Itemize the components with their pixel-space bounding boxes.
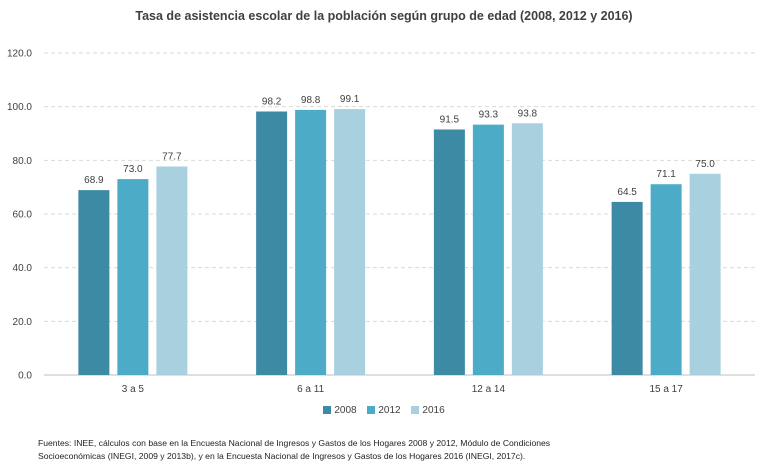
bar-2016-2 <box>511 123 543 375</box>
data-label: 93.8 <box>518 108 538 119</box>
source-note: Fuentes: INEE, cálculos con base en la E… <box>38 437 758 463</box>
bar-2008-3 <box>611 201 643 375</box>
bar-2016-3 <box>689 173 721 375</box>
source-note-line: Fuentes: INEE, cálculos con base en la E… <box>38 438 551 448</box>
legend-label: 2012 <box>378 405 401 416</box>
data-label: 73.0 <box>123 164 143 175</box>
x-tick-label: 12 a 14 <box>472 384 506 395</box>
legend-swatch <box>367 406 376 414</box>
bar-2016-0 <box>156 166 188 375</box>
y-tick-label: 60.0 <box>13 210 33 221</box>
data-label: 64.5 <box>617 187 637 198</box>
legend-label: 2008 <box>334 405 357 416</box>
x-tick-label: 3 a 5 <box>122 384 145 395</box>
data-label: 98.2 <box>262 96 282 107</box>
y-tick-label: 80.0 <box>13 156 33 167</box>
data-label: 68.9 <box>84 175 104 186</box>
bar-2012-0 <box>117 179 149 375</box>
y-tick-label: 0.0 <box>18 371 32 382</box>
chart-title: Tasa de asistencia escolar de la poblaci… <box>135 9 633 23</box>
legend-swatch <box>411 406 420 414</box>
legend-item-2012: 2012 <box>367 405 401 416</box>
data-label: 98.8 <box>301 95 321 106</box>
legend-item-2016: 2016 <box>411 405 445 416</box>
bar-chart: 0.0 20.0 40.0 60.0 80.0 100.0 120.0 68.9 73.0 77.… <box>7 49 755 395</box>
legend-label: 2016 <box>422 405 445 416</box>
bar-2008-1 <box>256 111 288 375</box>
data-label: 77.7 <box>162 152 182 163</box>
chart-legend: 2008 2012 2016 <box>0 405 768 416</box>
x-tick-label: 15 a 17 <box>649 384 683 395</box>
source-note-line: Socioeconómicas (INEGI, 2009 y 2013b), y… <box>38 451 526 461</box>
y-tick-label: 120.0 <box>7 49 32 60</box>
bar-2008-0 <box>78 190 110 375</box>
x-tick-label: 6 a 11 <box>297 384 324 395</box>
y-tick-label: 100.0 <box>7 102 32 113</box>
bar-2012-1 <box>295 109 327 376</box>
bar-2012-3 <box>650 184 682 375</box>
bar-2008-2 <box>433 129 465 375</box>
data-label: 75.0 <box>695 159 715 170</box>
legend-item-2008: 2008 <box>323 405 357 416</box>
data-label: 91.5 <box>440 114 460 125</box>
data-label: 99.1 <box>340 94 360 105</box>
data-label: 93.3 <box>479 110 499 121</box>
y-tick-label: 40.0 <box>13 263 33 274</box>
bar-2016-1 <box>334 109 366 375</box>
bar-2012-2 <box>472 124 504 376</box>
legend-swatch <box>323 406 332 414</box>
data-label: 71.1 <box>656 169 676 180</box>
y-tick-label: 20.0 <box>13 317 33 328</box>
